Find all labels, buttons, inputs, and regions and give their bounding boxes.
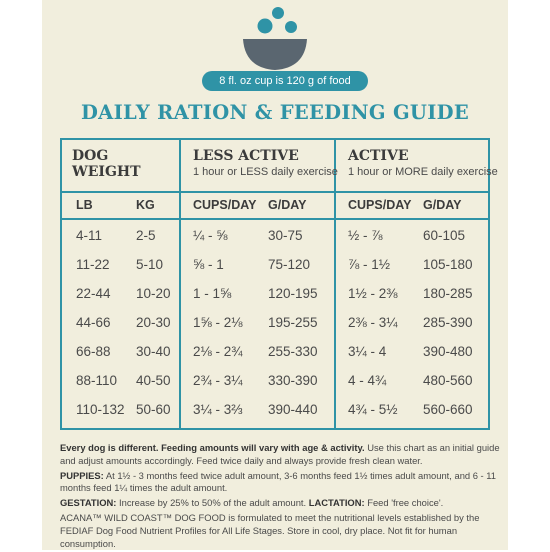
intro-note-text: Use this chart as an initial guide and a…: [60, 442, 500, 466]
lb-cell: 66-88: [76, 344, 111, 359]
cups-less-active-cell: 3¼ - 3⅔: [193, 402, 243, 417]
grams-active-cell: 560-660: [423, 402, 473, 417]
less-active-heading: LESS ACTIVE: [193, 148, 299, 164]
active-subtitle: 1 hour or MORE daily exercise: [348, 166, 498, 178]
cup-conversion-note: 8 fl. oz cup is 120 g of food: [202, 71, 368, 91]
grams-active-cell: 105-180: [423, 257, 473, 272]
puppies-note: PUPPIES: At 1½ - 3 months feed twice adu…: [60, 470, 500, 496]
column-header-grams-active: G/DAY: [423, 198, 462, 212]
grams-less-active-cell: 390-440: [268, 402, 318, 417]
column-header-lb: LB: [76, 198, 93, 212]
lb-cell: 44-66: [76, 315, 111, 330]
grams-less-active-cell: 75-120: [268, 257, 311, 272]
header-divider: [62, 191, 488, 193]
cups-less-active-cell: 1 - 1⅝: [193, 286, 232, 301]
kg-cell: 30-40: [136, 344, 171, 359]
kg-cell: 40-50: [136, 373, 171, 388]
cups-less-active-cell: 2¾ - 3¼: [193, 373, 243, 388]
cups-less-active-cell: ¼ - ⅝: [193, 228, 228, 243]
cups-active-cell: 2⅜ - 3¼: [348, 315, 398, 330]
kg-cell: 5-10: [136, 257, 164, 272]
column-header-grams-less-active: G/DAY: [268, 198, 307, 212]
dog-bowl-icon: [243, 7, 307, 70]
lb-cell: 22-44: [76, 286, 111, 301]
column-divider: [334, 140, 336, 428]
grams-less-active-cell: 30-75: [268, 228, 303, 243]
header-divider: [62, 218, 488, 220]
less-active-subtitle: 1 hour or LESS daily exercise: [193, 166, 338, 178]
column-divider: [179, 140, 181, 428]
cups-less-active-cell: 2⅛ - 2¾: [193, 344, 243, 359]
cups-active-cell: ½ - ⅞: [348, 228, 383, 243]
grams-active-cell: 60-105: [423, 228, 466, 243]
lb-cell: 11-22: [76, 257, 110, 272]
puppies-text: At 1½ - 3 months feed twice adult amount…: [60, 469, 497, 494]
grams-less-active-cell: 330-390: [268, 373, 318, 388]
lb-cell: 110-132: [76, 402, 125, 417]
intro-note: Every dog is different. Feeding amounts …: [60, 442, 500, 468]
column-header-kg: KG: [136, 198, 155, 212]
grams-active-cell: 480-560: [423, 373, 473, 388]
kg-cell: 2-5: [136, 228, 156, 243]
cups-active-cell: ⅞ - 1½: [348, 257, 391, 272]
feeding-guide-panel: [42, 0, 508, 550]
kg-cell: 20-30: [136, 315, 171, 330]
grams-less-active-cell: 120-195: [268, 286, 318, 301]
lb-cell: 4-11: [76, 228, 103, 243]
cups-active-cell: 4 - 4¾: [348, 373, 387, 388]
cups-active-cell: 3¼ - 4: [348, 344, 387, 359]
grams-less-active-cell: 255-330: [268, 344, 318, 359]
brand-note: ACANA™ WILD COAST™ DOG FOOD is formulate…: [60, 511, 480, 549]
gestation-label: GESTATION:: [60, 497, 117, 509]
cups-active-cell: 1½ - 2⅜: [348, 286, 398, 301]
grams-active-cell: 180-285: [423, 286, 473, 301]
cups-less-active-cell: ⅝ - 1: [193, 257, 224, 272]
grams-active-cell: 285-390: [423, 315, 473, 330]
gestation-text: Increase by 25% to 50% of the adult amou…: [116, 497, 309, 509]
kg-cell: 10-20: [136, 286, 171, 301]
feeding-table: DOG WEIGHT LESS ACTIVE 1 hour or LESS da…: [60, 138, 498, 430]
page-title: DAILY RATION & FEEDING GUIDE: [80, 101, 470, 124]
lactation-text: Feed 'free choice'.: [364, 497, 444, 509]
kg-cell: 50-60: [136, 402, 171, 417]
intro-note-bold: Every dog is different. Feeding amounts …: [60, 442, 365, 453]
cups-active-cell: 4¾ - 5½: [348, 402, 398, 417]
dog-weight-heading-line2: WEIGHT: [72, 164, 141, 180]
gestation-note: GESTATION: Increase by 25% to 50% of the…: [60, 497, 500, 510]
puppies-label: PUPPIES:: [60, 469, 104, 481]
grams-active-cell: 390-480: [423, 344, 473, 359]
column-header-cups-active: CUPS/DAY: [348, 198, 412, 212]
dog-weight-heading-line1: DOG: [72, 148, 109, 164]
active-heading: ACTIVE: [348, 148, 409, 164]
lb-cell: 88-110: [76, 373, 118, 388]
grams-less-active-cell: 195-255: [268, 315, 318, 330]
lactation-label: LACTATION:: [308, 497, 365, 509]
column-header-cups-less-active: CUPS/DAY: [193, 198, 257, 212]
cups-less-active-cell: 1⅝ - 2⅛: [193, 315, 243, 330]
feeding-notes: Every dog is different. Feeding amounts …: [60, 442, 500, 552]
